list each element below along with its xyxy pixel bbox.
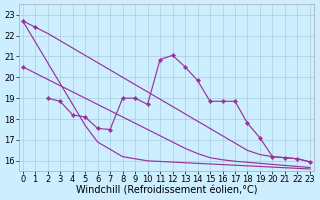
X-axis label: Windchill (Refroidissement éolien,°C): Windchill (Refroidissement éolien,°C) xyxy=(76,186,257,196)
